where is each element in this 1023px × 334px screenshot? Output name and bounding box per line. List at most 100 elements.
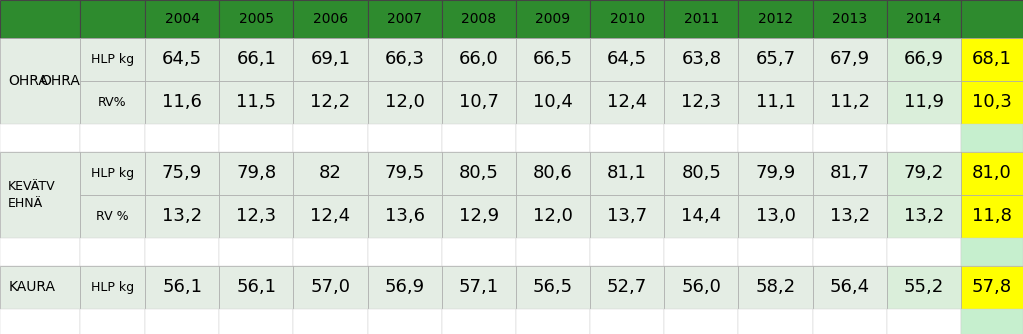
Bar: [219, 195, 294, 238]
Text: 2007: 2007: [387, 12, 422, 26]
Bar: [0, 124, 80, 152]
Bar: [590, 81, 664, 124]
Bar: [812, 0, 887, 38]
Bar: [516, 124, 590, 152]
Text: 11,1: 11,1: [756, 94, 796, 112]
Text: 2013: 2013: [832, 12, 868, 26]
Bar: [367, 38, 442, 81]
Bar: [80, 195, 145, 238]
Bar: [812, 81, 887, 124]
Bar: [442, 81, 516, 124]
Text: 66,5: 66,5: [533, 50, 573, 68]
Bar: [516, 38, 590, 81]
Bar: [442, 309, 516, 334]
Text: 2011: 2011: [683, 12, 719, 26]
Bar: [219, 0, 294, 38]
Bar: [80, 309, 145, 334]
Bar: [961, 152, 1023, 195]
Text: 12,3: 12,3: [681, 94, 721, 112]
Bar: [294, 124, 367, 152]
Bar: [0, 0, 80, 38]
Bar: [367, 238, 442, 266]
Bar: [664, 152, 739, 195]
Bar: [0, 152, 80, 238]
Bar: [219, 124, 294, 152]
Bar: [145, 195, 219, 238]
Bar: [739, 38, 812, 81]
Bar: [294, 266, 367, 309]
Text: 10,7: 10,7: [459, 94, 499, 112]
Text: 75,9: 75,9: [162, 165, 203, 182]
Text: 52,7: 52,7: [607, 279, 648, 297]
Bar: [80, 238, 145, 266]
Text: 81,7: 81,7: [830, 165, 870, 182]
Bar: [739, 238, 812, 266]
Bar: [145, 309, 219, 334]
Bar: [961, 124, 1023, 152]
Bar: [219, 309, 294, 334]
Text: 64,5: 64,5: [607, 50, 648, 68]
Bar: [516, 309, 590, 334]
Text: 80,5: 80,5: [681, 165, 721, 182]
Bar: [145, 238, 219, 266]
Text: 82: 82: [319, 165, 342, 182]
Bar: [145, 81, 219, 124]
Text: HLP kg: HLP kg: [91, 53, 134, 66]
Bar: [664, 266, 739, 309]
Bar: [442, 266, 516, 309]
Bar: [739, 81, 812, 124]
Text: 12,4: 12,4: [607, 94, 648, 112]
Bar: [219, 81, 294, 124]
Bar: [367, 266, 442, 309]
Bar: [442, 0, 516, 38]
Text: 79,5: 79,5: [385, 165, 425, 182]
Bar: [812, 195, 887, 238]
Bar: [887, 266, 961, 309]
Text: 12,9: 12,9: [458, 207, 499, 225]
Text: 56,1: 56,1: [236, 279, 276, 297]
Text: 56,5: 56,5: [533, 279, 573, 297]
Bar: [590, 238, 664, 266]
Bar: [442, 195, 516, 238]
Bar: [145, 38, 219, 81]
Bar: [80, 0, 145, 38]
Bar: [664, 195, 739, 238]
Bar: [664, 0, 739, 38]
Text: 11,9: 11,9: [904, 94, 944, 112]
Text: 67,9: 67,9: [830, 50, 870, 68]
Bar: [739, 195, 812, 238]
Bar: [664, 81, 739, 124]
Bar: [219, 152, 294, 195]
Text: 12,3: 12,3: [236, 207, 276, 225]
Bar: [294, 195, 367, 238]
Text: 11,8: 11,8: [972, 207, 1012, 225]
Bar: [812, 238, 887, 266]
Text: OHRA: OHRA: [8, 74, 48, 88]
Text: 80,6: 80,6: [533, 165, 573, 182]
Bar: [739, 124, 812, 152]
Text: 66,0: 66,0: [459, 50, 498, 68]
Bar: [516, 195, 590, 238]
Text: 79,9: 79,9: [755, 165, 796, 182]
Text: 2008: 2008: [461, 12, 496, 26]
Bar: [80, 124, 145, 152]
Text: 81,1: 81,1: [608, 165, 648, 182]
Bar: [887, 0, 961, 38]
Text: 13,2: 13,2: [162, 207, 203, 225]
Text: 57,1: 57,1: [458, 279, 499, 297]
Text: 56,1: 56,1: [162, 279, 203, 297]
Bar: [664, 38, 739, 81]
Bar: [294, 238, 367, 266]
Text: 81,0: 81,0: [972, 165, 1012, 182]
Text: 69,1: 69,1: [310, 50, 351, 68]
Bar: [442, 124, 516, 152]
Bar: [664, 124, 739, 152]
Text: 56,4: 56,4: [830, 279, 870, 297]
Bar: [219, 38, 294, 81]
Bar: [590, 124, 664, 152]
Bar: [739, 266, 812, 309]
Text: 56,9: 56,9: [385, 279, 425, 297]
Bar: [961, 0, 1023, 38]
Bar: [961, 238, 1023, 266]
Bar: [590, 309, 664, 334]
